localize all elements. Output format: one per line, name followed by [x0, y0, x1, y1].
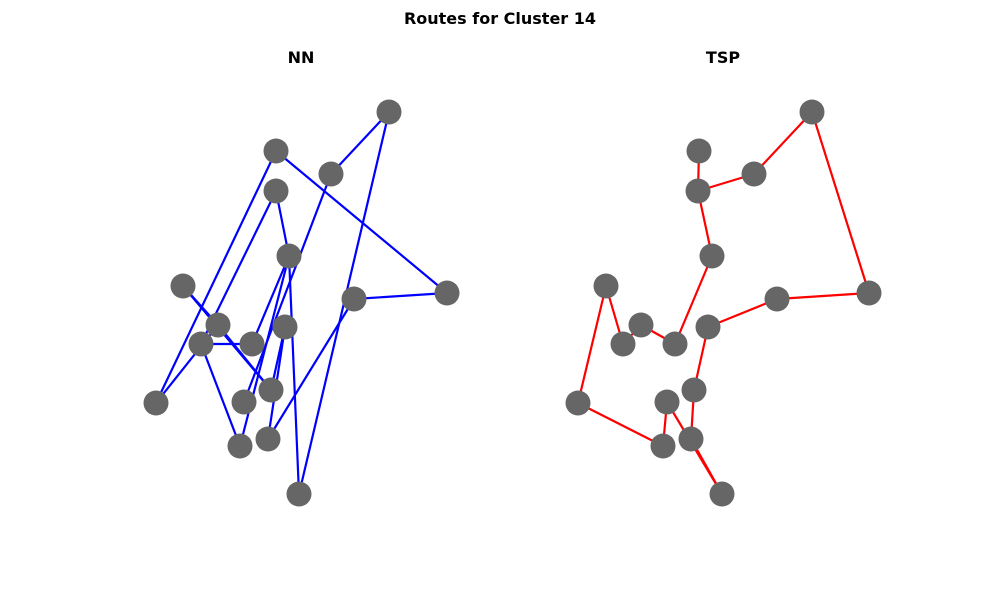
tsp-edge	[810, 111, 871, 294]
tsp-node	[662, 331, 688, 357]
nn-node	[286, 481, 312, 507]
tsp-node	[628, 312, 654, 338]
tsp-node	[741, 161, 767, 187]
tsp-nodes	[565, 99, 882, 507]
nn-panel-title: NN	[287, 48, 315, 67]
nn-node	[143, 390, 169, 416]
tsp-node	[764, 286, 790, 312]
tsp-node	[654, 389, 680, 415]
nn-edges	[155, 111, 448, 495]
nn-node	[258, 377, 284, 403]
nn-node	[276, 243, 302, 269]
nn-node	[255, 426, 281, 452]
tsp-panel-title: TSP	[705, 48, 741, 67]
nn-node	[318, 161, 344, 187]
tsp-edge	[776, 291, 870, 301]
nn-edge	[199, 343, 242, 447]
tsp-node	[681, 377, 707, 403]
tsp-edge	[577, 402, 664, 447]
nn-edge	[155, 150, 277, 404]
tsp-node	[678, 426, 704, 452]
tsp-node	[610, 331, 636, 357]
nn-node	[376, 99, 402, 125]
nn-edge	[275, 150, 448, 294]
tsp-node	[686, 138, 712, 164]
tsp-node	[856, 280, 882, 306]
nn-edge	[217, 324, 272, 391]
nn-node	[170, 273, 196, 299]
tsp-node	[593, 273, 619, 299]
tsp-edge	[753, 111, 813, 175]
tsp-edge	[576, 285, 608, 404]
tsp-node	[650, 433, 676, 459]
figure-title: Routes for Cluster 14	[403, 9, 597, 28]
nn-node	[227, 433, 253, 459]
tsp-edge	[673, 255, 714, 345]
nn-node	[272, 314, 298, 340]
nn-node	[205, 312, 231, 338]
tsp-edges	[576, 111, 871, 495]
tsp-node	[685, 178, 711, 204]
tsp-node	[695, 314, 721, 340]
nn-edge	[330, 111, 390, 175]
nn-edge	[238, 255, 291, 447]
tsp-node	[709, 481, 735, 507]
nn-edge	[250, 255, 291, 345]
nn-node	[434, 280, 460, 306]
tsp-node	[799, 99, 825, 125]
nn-node	[239, 331, 265, 357]
nn-edge	[267, 298, 355, 440]
nn-edge	[242, 173, 333, 403]
nn-node	[263, 178, 289, 204]
nn-node	[341, 286, 367, 312]
nn-nodes	[143, 99, 460, 507]
nn-edge	[287, 255, 301, 495]
nn-node	[263, 138, 289, 164]
nn-node	[231, 389, 257, 415]
nn-edge	[353, 291, 448, 301]
tsp-node	[565, 390, 591, 416]
nn-node	[188, 331, 214, 357]
tsp-node	[699, 243, 725, 269]
